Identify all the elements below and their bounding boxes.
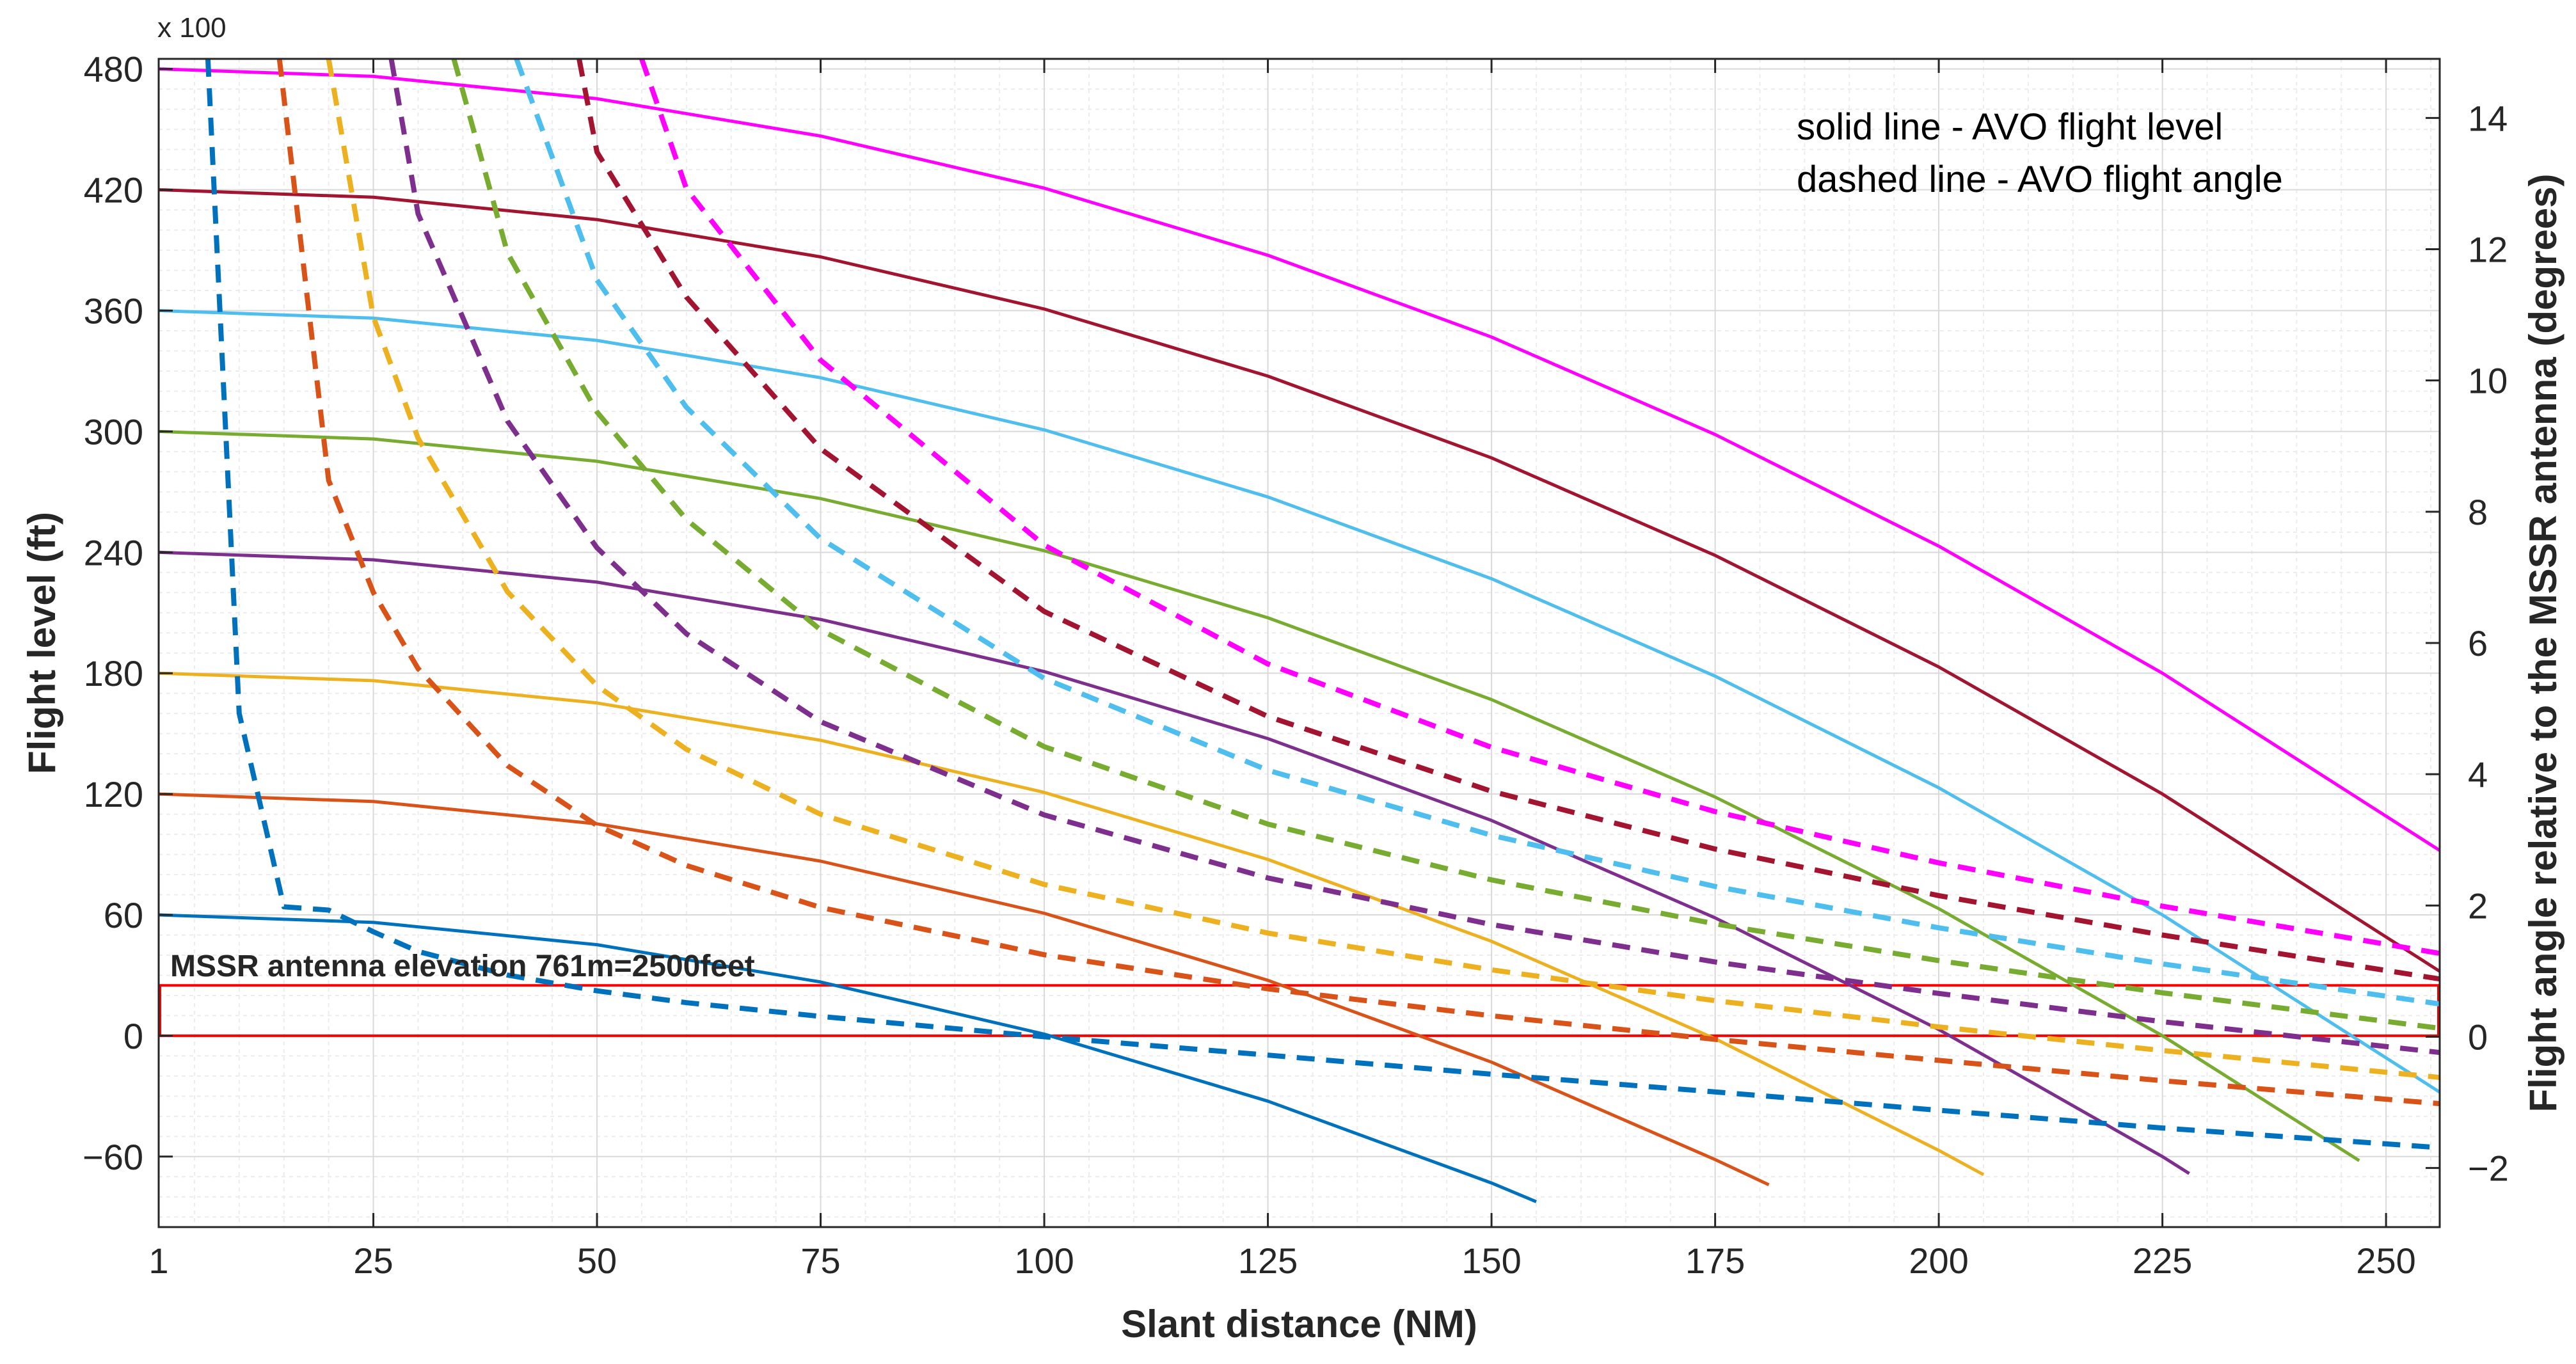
left-y-tick-label: 360 xyxy=(84,291,143,331)
x-tick-label: 100 xyxy=(1014,1241,1074,1281)
left-y-tick-label: 300 xyxy=(84,411,143,452)
left-axis-multiplier: x 100 xyxy=(157,12,227,44)
left-y-tick-label: 420 xyxy=(84,170,143,210)
left-y-tick-label: 120 xyxy=(84,774,143,814)
angle-series-line-12 xyxy=(451,59,2440,1031)
x-tick-label: 225 xyxy=(2133,1241,2192,1281)
left-y-tick-label: −60 xyxy=(83,1137,143,1177)
x-tick-label: 175 xyxy=(1685,1241,1745,1281)
level-series-line-3 xyxy=(159,550,2190,1175)
axis-ticks: 1 25 50 75 100 125 150 175 200 225 250−60060120180… xyxy=(83,49,2509,1281)
x-tick-label: 250 xyxy=(2356,1241,2415,1281)
right-y-tick-label: 4 xyxy=(2468,754,2488,795)
left-y-tick-label: 0 xyxy=(123,1016,143,1056)
left-y-tick-label: 60 xyxy=(104,895,143,935)
left-y-tick-label: 480 xyxy=(84,49,143,90)
x-tick-label: 200 xyxy=(1909,1241,1968,1281)
right-y-axis-title: Flight angle relative to the MSSR antenn… xyxy=(2522,174,2564,1113)
angle-series-line-8 xyxy=(205,59,2440,1150)
left-y-axis-title: Flight level (ft) xyxy=(20,512,63,774)
legend-solid-entry: solid line - AVO flight level xyxy=(1797,106,2223,148)
angle-series-line-10 xyxy=(326,59,2440,1081)
level-series-line-4 xyxy=(159,429,2360,1162)
x-tick-label: 125 xyxy=(1238,1241,1298,1281)
level-series-line-5 xyxy=(159,309,2440,1094)
right-y-tick-label: 6 xyxy=(2468,623,2488,663)
right-y-tick-label: 12 xyxy=(2468,229,2508,269)
angle-series-line-14 xyxy=(576,59,2440,982)
right-y-tick-label: −2 xyxy=(2468,1148,2509,1189)
level-series-line-0 xyxy=(159,913,1537,1203)
right-y-tick-label: 0 xyxy=(2468,1017,2488,1058)
antenna-elevation-label: MSSR antenna elevation 761m=2500feet xyxy=(170,949,755,983)
x-tick-label: 25 xyxy=(353,1241,393,1281)
series-lines xyxy=(159,59,2440,1203)
legend-dashed-entry: dashed line - AVO flight angle xyxy=(1797,159,2283,200)
angle-series-line-11 xyxy=(388,59,2440,1056)
x-tick-label: 150 xyxy=(1461,1241,1521,1281)
x-tick-label: 75 xyxy=(800,1241,840,1281)
right-y-tick-label: 8 xyxy=(2468,492,2488,532)
x-tick-label: 50 xyxy=(577,1241,617,1281)
x-tick-label: 1 xyxy=(148,1241,168,1281)
level-series-line-7 xyxy=(159,67,2440,852)
left-y-tick-label: 240 xyxy=(84,532,143,573)
antenna-band-group xyxy=(159,984,2440,1037)
x-axis-title: Slant distance (NM) xyxy=(1121,1303,1477,1345)
right-y-tick-label: 2 xyxy=(2468,885,2488,926)
right-y-tick-label: 10 xyxy=(2468,361,2508,401)
antenna-elevation-band xyxy=(159,984,2440,1037)
angle-series-line-9 xyxy=(276,59,2440,1107)
gridlines xyxy=(158,59,2440,1227)
level-series-line-6 xyxy=(159,188,2440,973)
angle-series-line-13 xyxy=(514,59,2440,1007)
angle-series-line-15 xyxy=(639,59,2440,956)
right-y-tick-label: 14 xyxy=(2468,98,2508,138)
left-y-tick-label: 180 xyxy=(84,653,143,694)
level-series-line-1 xyxy=(159,792,1770,1187)
level-series-line-2 xyxy=(159,671,1985,1177)
